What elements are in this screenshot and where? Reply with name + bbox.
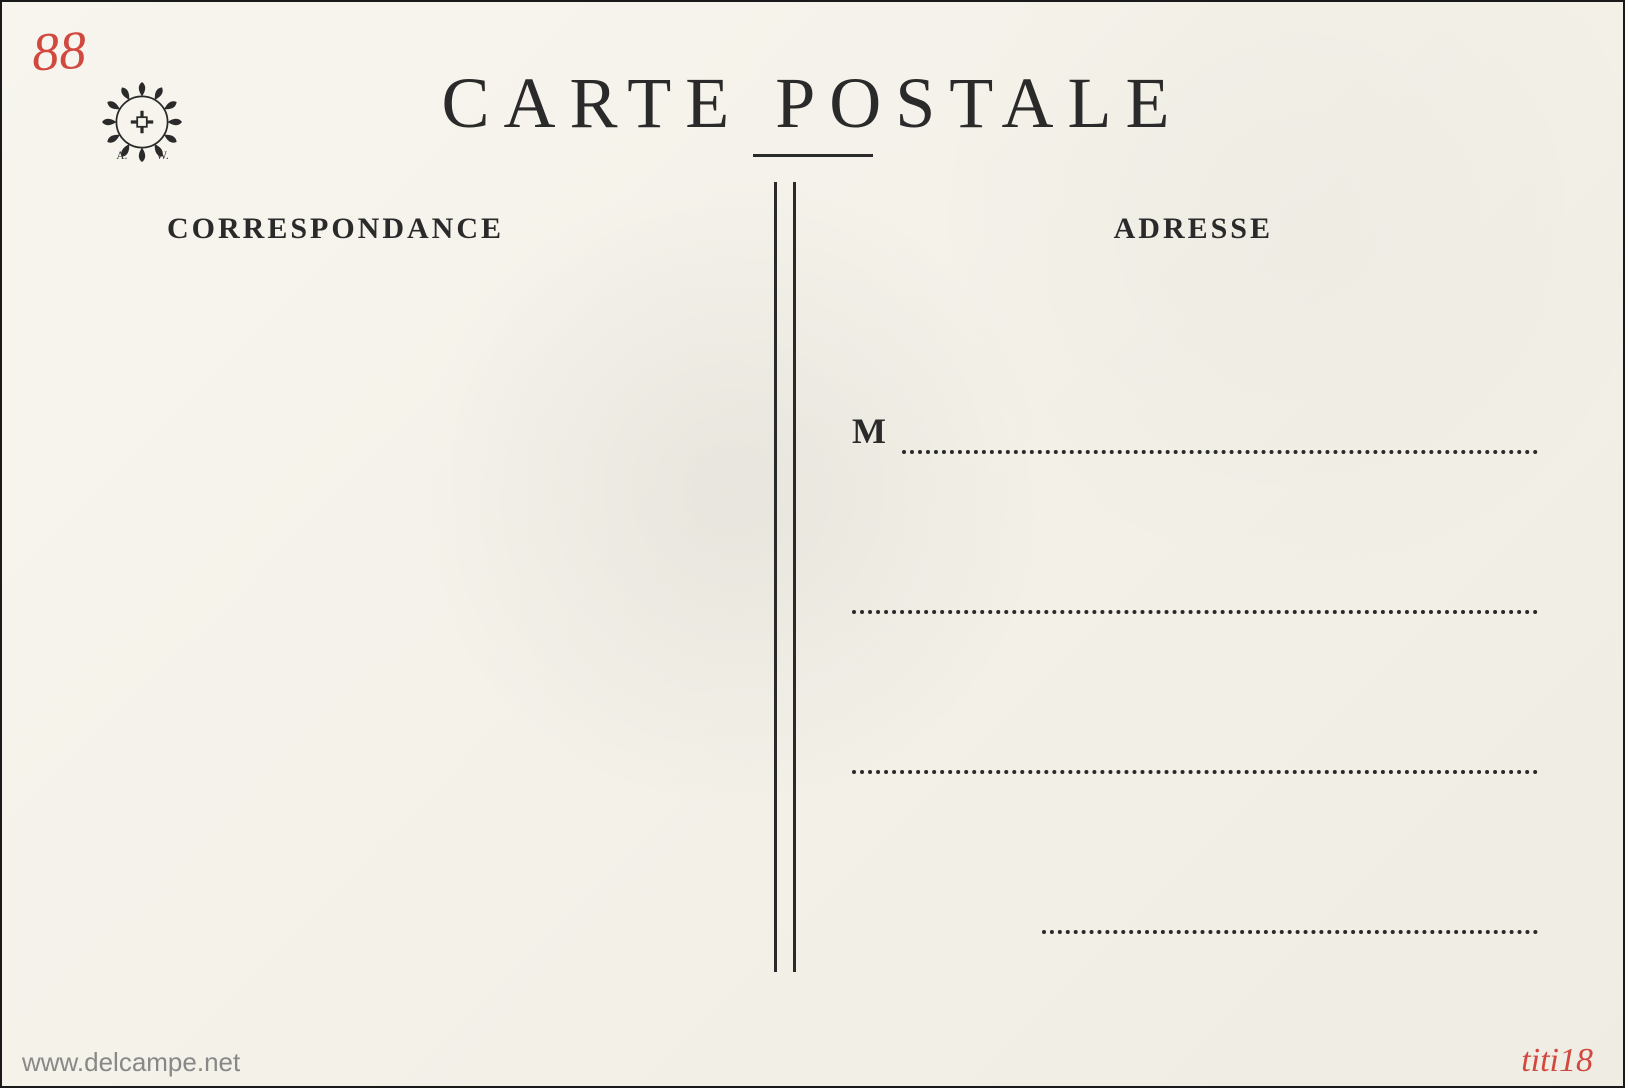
correspondence-heading: CORRESPONDANCE [167, 212, 504, 246]
recipient-prefix: M [852, 410, 886, 452]
title-underline [753, 154, 873, 157]
handwritten-annotation-top: 88 [30, 19, 87, 84]
svg-text:A.: A. [116, 150, 127, 162]
address-heading: ADRESSE [1114, 212, 1273, 246]
card-title: CARTE POSTALE [442, 62, 1184, 145]
site-watermark: www.delcampe.net [22, 1047, 240, 1078]
publisher-logo: A. W. [102, 82, 182, 162]
svg-text:W.: W. [156, 150, 169, 162]
postcard-back: 88 [0, 0, 1625, 1088]
address-line-1 [902, 450, 1538, 454]
center-divider [774, 182, 796, 972]
address-line-2 [852, 610, 1538, 614]
address-line-4 [1042, 930, 1538, 934]
handwritten-annotation-bottom: titi18 [1521, 1042, 1593, 1080]
address-line-3 [852, 770, 1538, 774]
